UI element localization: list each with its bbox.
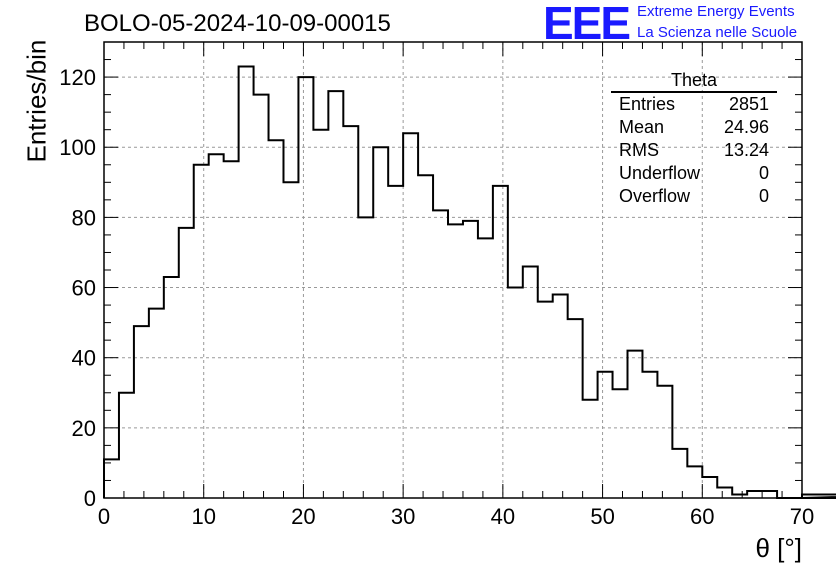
- x-tick-label: 30: [391, 504, 415, 529]
- y-tick-label: 0: [84, 486, 96, 511]
- stats-row: RMS 13.24: [611, 139, 777, 162]
- y-tick-label: 120: [59, 65, 96, 90]
- x-tick-label: 0: [98, 504, 110, 529]
- stats-value: 13.24: [723, 140, 769, 160]
- stats-row: Overflow 0: [611, 185, 777, 208]
- histogram-series: [103, 65, 836, 499]
- y-axis-label: Entries/bin: [21, 39, 52, 163]
- stats-label: Entries: [619, 94, 676, 114]
- stats-row: Underflow 0: [611, 162, 777, 185]
- x-tick-label: 70: [790, 504, 814, 529]
- x-axis-label: θ [°]: [755, 533, 802, 563]
- stats-value: 0: [758, 186, 769, 206]
- stats-row: Mean 24.96: [611, 116, 777, 139]
- y-tick-label: 20: [72, 416, 96, 441]
- stats-box: Theta Entries 2851 Mean 24.96 RMS 13.24 Und…: [611, 70, 777, 208]
- x-tick-label: 10: [191, 504, 215, 529]
- y-tick-label: 60: [72, 276, 96, 301]
- stats-value: 0: [758, 163, 769, 183]
- stats-label: RMS: [619, 140, 659, 160]
- stats-value: 2851: [728, 94, 769, 114]
- y-tick-label: 80: [72, 205, 96, 230]
- eee-logo: EEE: [543, 0, 631, 49]
- stats-title: Theta: [611, 70, 777, 93]
- x-tick-label: 20: [291, 504, 315, 529]
- stats-label: Underflow: [619, 163, 701, 183]
- logo-subtitle-2: La Scienza nelle Scuole: [637, 24, 798, 41]
- y-tick-label: 40: [72, 346, 96, 371]
- logo-subtitle-1: Extreme Energy Events: [637, 3, 795, 20]
- stats-value: 24.96: [723, 117, 769, 137]
- stats-label: Overflow: [619, 186, 691, 206]
- y-tick-label: 100: [59, 135, 96, 160]
- x-tick-label: 50: [590, 504, 614, 529]
- x-tick-label: 40: [491, 504, 515, 529]
- chart-title: BOLO-05-2024-10-09-00015: [84, 10, 391, 37]
- stats-label: Mean: [619, 117, 665, 137]
- x-tick-label: 60: [690, 504, 714, 529]
- stats-row: Entries 2851: [611, 93, 777, 116]
